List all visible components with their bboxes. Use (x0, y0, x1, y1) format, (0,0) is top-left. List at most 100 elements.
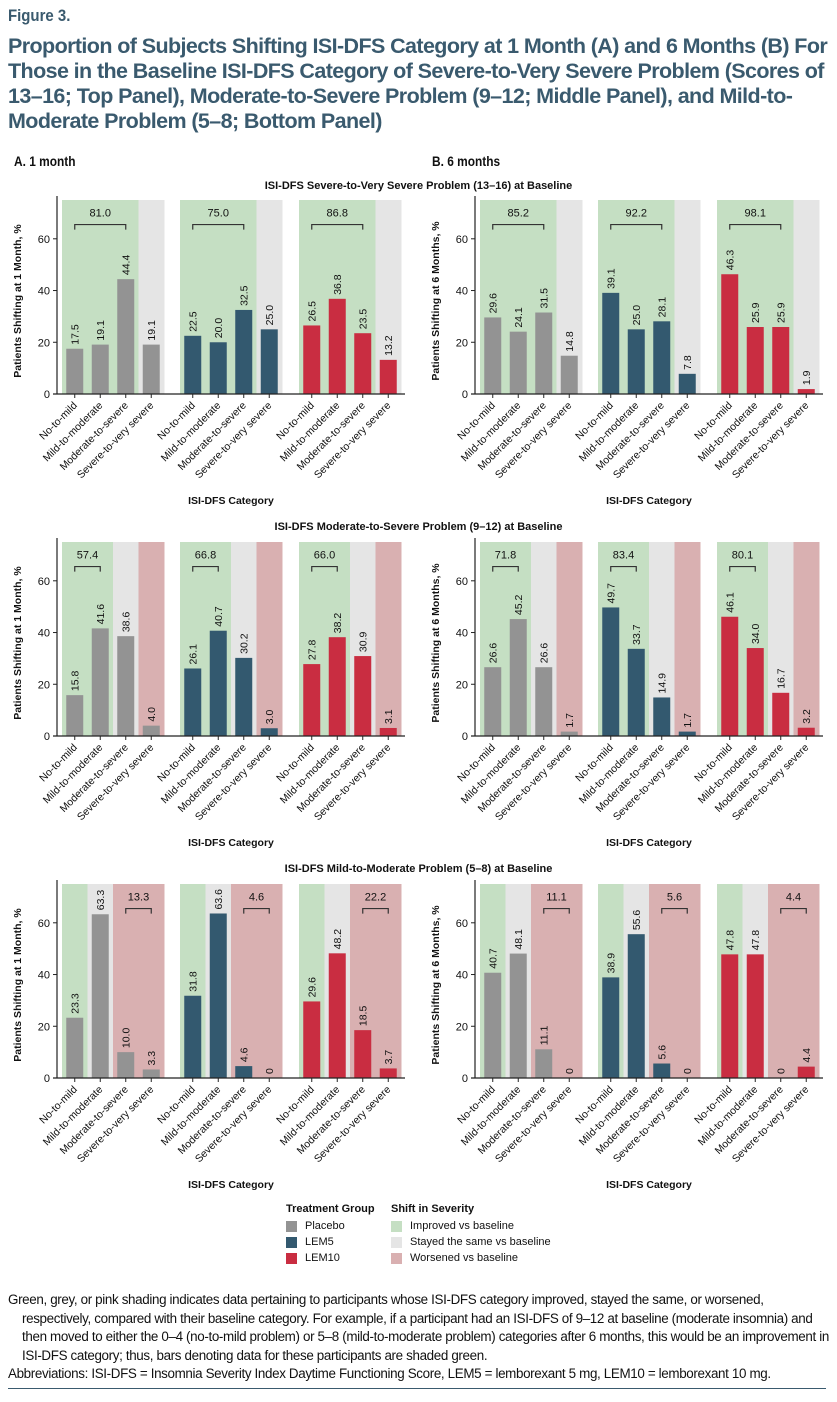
shading-worsened (113, 884, 139, 1078)
bar-lem5 (627, 648, 645, 736)
bar-lem10 (328, 953, 346, 1078)
data-label: 1.7 (682, 713, 694, 728)
y-tick-label: 60 (456, 918, 468, 930)
data-label: 14.8 (564, 331, 576, 352)
y-tick-label: 40 (456, 970, 468, 982)
bar-lem10 (328, 298, 346, 394)
legend-label: Worsened vs baseline (410, 1252, 519, 1264)
x-axis-label: ISI-DFS Category (188, 1179, 274, 1191)
bar-placebo (142, 1069, 160, 1078)
bottom-rule (8, 1388, 826, 1389)
bar-placebo (509, 953, 527, 1078)
bar-placebo (509, 331, 527, 394)
data-label: 4.6 (239, 1047, 251, 1062)
bracket-total: 5.6 (667, 892, 682, 904)
figure-label: Figure 3. (8, 6, 71, 25)
data-label: 47.8 (750, 930, 762, 951)
swatch-worsened (391, 1252, 402, 1264)
bracket (74, 223, 127, 230)
data-label: 25.0 (264, 305, 276, 326)
bar-placebo (91, 628, 109, 736)
legend-label: Improved vs baseline (410, 1220, 514, 1232)
bar-lem5 (235, 309, 253, 394)
bar-lem10 (772, 692, 790, 736)
data-label: 33.7 (631, 624, 643, 645)
legend-shift-title: Shift in Severity (391, 1203, 475, 1215)
legend-treatment-group: Treatment Group Placebo LEM5 LEM10 (286, 1203, 375, 1266)
column-header-a: A. 1 month (14, 153, 76, 169)
data-label: 7.8 (682, 355, 694, 370)
data-label: 29.6 (307, 977, 319, 998)
data-label: 46.3 (725, 250, 737, 271)
data-label: 55.6 (631, 910, 643, 931)
y-tick-label: 0 (462, 731, 468, 743)
shading-worsened (256, 542, 283, 736)
footnote: Green, grey, or pink shading indicates d… (8, 1291, 830, 1384)
bar-lem5 (602, 977, 620, 1078)
data-label: 34.0 (750, 623, 762, 644)
bracket-total: 57.4 (77, 550, 98, 562)
y-axis-label: Patients Shifting at 1 Month, % (12, 908, 24, 1062)
legend-shift-severity: Shift in Severity Improved vs baseline S… (391, 1203, 551, 1266)
data-label: 40.7 (213, 606, 225, 627)
data-label: 49.7 (606, 583, 618, 604)
bar-lem5 (184, 335, 202, 394)
bar-lem10 (772, 327, 790, 394)
shading-worsened (375, 542, 402, 736)
bar-lem10 (303, 1001, 321, 1078)
data-label: 26.1 (188, 644, 200, 665)
data-label: 1.9 (801, 370, 813, 385)
bar-lem5 (602, 607, 620, 736)
y-tick-label: 20 (456, 679, 468, 691)
chart-bottom-6months: 40.748.111.1011.1No-to-mildMild-to-moder… (430, 880, 823, 1191)
bar-lem10 (746, 648, 764, 736)
bar-placebo (535, 312, 553, 394)
data-label: 19.1 (146, 320, 158, 341)
panel-title-middle: ISI-DFS Moderate-to-Severe Problem (9–12… (274, 521, 563, 533)
data-label: 20.0 (213, 318, 225, 339)
legend-item-lem10: LEM10 (286, 1250, 375, 1266)
data-label: 38.6 (121, 612, 133, 633)
bar-placebo (117, 279, 135, 394)
bar-placebo (484, 972, 502, 1078)
bar-lem5 (653, 697, 671, 736)
x-axis-label: ISI-DFS Category (606, 837, 692, 849)
shading-worsened (138, 884, 165, 1078)
bar-lem10 (379, 359, 397, 394)
bracket (74, 565, 101, 572)
bar-lem5 (678, 731, 696, 736)
data-label: 30.9 (358, 631, 370, 652)
legend-item-placebo: Placebo (286, 1218, 375, 1234)
data-label: 30.2 (239, 633, 251, 654)
y-tick-label: 20 (456, 337, 468, 349)
data-label: 26.6 (539, 643, 551, 664)
bar-placebo (66, 348, 84, 394)
bar-lem10 (379, 1068, 397, 1078)
x-axis-label: ISI-DFS Category (188, 837, 274, 849)
data-label: 23.3 (70, 993, 82, 1014)
shading-worsened (531, 884, 557, 1078)
bar-placebo (66, 695, 84, 736)
y-tick-label: 40 (38, 970, 50, 982)
shading-worsened (674, 542, 701, 736)
bracket-total: 80.1 (732, 550, 753, 562)
shading-worsened (256, 884, 283, 1078)
bar-lem5 (209, 342, 227, 394)
data-label: 0 (682, 1068, 694, 1074)
swatch-improved (391, 1220, 402, 1232)
bar-lem10 (354, 1030, 372, 1078)
bar-lem10 (303, 664, 321, 736)
data-label: 32.5 (239, 285, 251, 306)
data-label: 26.6 (488, 643, 500, 664)
data-label: 63.6 (213, 889, 225, 910)
data-label: 25.9 (750, 302, 762, 323)
bar-lem10 (303, 325, 321, 394)
bracket-total: 13.3 (128, 892, 149, 904)
bar-lem10 (746, 327, 764, 394)
y-tick-label: 40 (456, 286, 468, 298)
bar-lem5 (602, 292, 620, 394)
bracket-total: 92.2 (626, 208, 647, 220)
data-label: 10.0 (121, 1028, 133, 1049)
bar-lem5 (235, 657, 253, 736)
swatch-placebo (286, 1220, 297, 1232)
